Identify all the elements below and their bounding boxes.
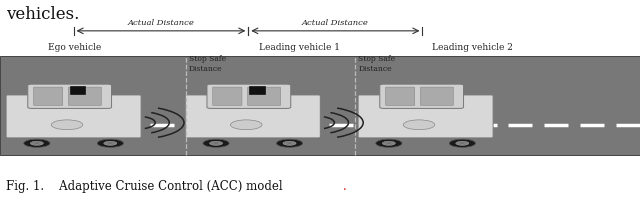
FancyBboxPatch shape xyxy=(385,87,415,105)
Text: Fig. 1.    Adaptive Cruise Control (ACC) model: Fig. 1. Adaptive Cruise Control (ACC) mo… xyxy=(6,180,283,193)
Circle shape xyxy=(51,120,83,130)
Text: .: . xyxy=(342,180,346,193)
Circle shape xyxy=(24,139,50,147)
FancyBboxPatch shape xyxy=(186,95,321,138)
Text: Leading vehicle 2: Leading vehicle 2 xyxy=(432,43,513,52)
Text: Stop Safe
Distance: Stop Safe Distance xyxy=(358,56,396,73)
Bar xyxy=(249,86,264,94)
Circle shape xyxy=(97,139,124,147)
Circle shape xyxy=(203,139,229,147)
Circle shape xyxy=(382,141,396,145)
Circle shape xyxy=(30,141,44,145)
Circle shape xyxy=(230,120,262,130)
Circle shape xyxy=(283,141,296,145)
FancyBboxPatch shape xyxy=(358,95,493,138)
FancyBboxPatch shape xyxy=(380,84,463,108)
Bar xyxy=(70,86,85,94)
Circle shape xyxy=(276,139,303,147)
Text: Actual Distance: Actual Distance xyxy=(127,19,195,27)
Text: vehicles.: vehicles. xyxy=(6,6,80,23)
FancyBboxPatch shape xyxy=(207,84,291,108)
Bar xyxy=(0,56,640,155)
Circle shape xyxy=(209,141,223,145)
Text: Stop Safe
Distance: Stop Safe Distance xyxy=(189,56,226,73)
FancyBboxPatch shape xyxy=(68,87,101,105)
Circle shape xyxy=(456,141,469,145)
Circle shape xyxy=(449,139,476,147)
Text: Actual Distance: Actual Distance xyxy=(302,19,369,27)
FancyBboxPatch shape xyxy=(248,87,280,105)
FancyBboxPatch shape xyxy=(420,87,453,105)
FancyBboxPatch shape xyxy=(212,87,242,105)
FancyBboxPatch shape xyxy=(6,95,141,138)
Circle shape xyxy=(376,139,402,147)
Text: Ego vehicle: Ego vehicle xyxy=(48,43,101,52)
Text: Leading vehicle 1: Leading vehicle 1 xyxy=(259,43,340,52)
Circle shape xyxy=(104,141,117,145)
Circle shape xyxy=(403,120,435,130)
FancyBboxPatch shape xyxy=(33,87,63,105)
FancyBboxPatch shape xyxy=(28,84,111,108)
